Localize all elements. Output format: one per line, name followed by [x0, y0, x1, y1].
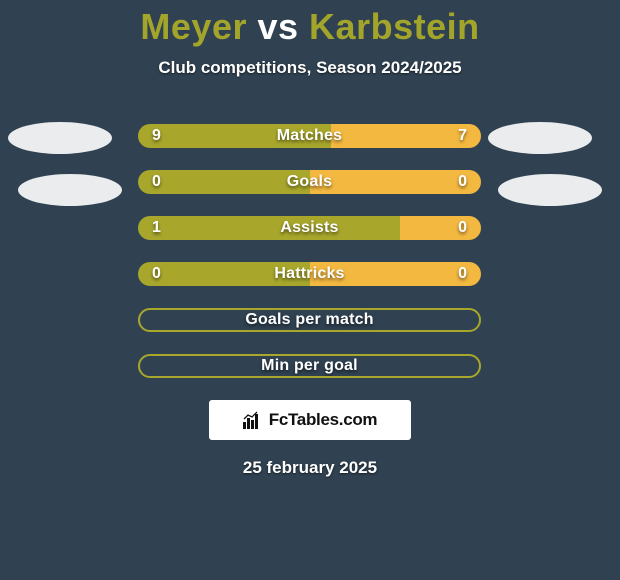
- stat-value-right: 0: [458, 170, 467, 194]
- stat-bar: Min per goal: [138, 354, 481, 378]
- stat-label: Matches: [138, 124, 481, 148]
- stat-value-left: 9: [152, 124, 161, 148]
- title-player1: Meyer: [140, 6, 247, 47]
- attribution-logo[interactable]: FcTables.com: [209, 400, 411, 440]
- stat-label: Goals per match: [140, 310, 479, 330]
- stat-label: Min per goal: [140, 356, 479, 376]
- stat-bar: Goals0 0: [138, 170, 481, 194]
- subtitle: Club competitions, Season 2024/2025: [158, 58, 461, 78]
- comparison-widget: Meyer vs Karbstein Club competitions, Se…: [0, 0, 620, 580]
- stat-label: Hattricks: [138, 262, 481, 286]
- stat-value-right: 7: [458, 124, 467, 148]
- logo-text: FcTables.com: [269, 410, 378, 430]
- date: 25 february 2025: [243, 458, 377, 478]
- stat-bar: Assists1 0: [138, 216, 481, 240]
- stat-row: Hattricks0 0: [0, 252, 620, 298]
- stat-label: Assists: [138, 216, 481, 240]
- bar-chart-icon: [243, 411, 263, 429]
- title-vs: vs: [257, 6, 298, 47]
- stat-value-left: 0: [152, 262, 161, 286]
- page-title: Meyer vs Karbstein: [140, 6, 479, 48]
- stat-bar: Goals per match: [138, 308, 481, 332]
- title-player2: Karbstein: [309, 6, 480, 47]
- stat-bar: Matches9 7: [138, 124, 481, 148]
- stat-value-right: 0: [458, 262, 467, 286]
- stat-value-right: 0: [458, 216, 467, 240]
- stat-row: Min per goal: [0, 344, 620, 390]
- stat-bar: Hattricks0 0: [138, 262, 481, 286]
- stats-area: Matches97Goals00Assists10Hattricks00Goal…: [0, 114, 620, 390]
- stat-value-left: 1: [152, 216, 161, 240]
- stat-label: Goals: [138, 170, 481, 194]
- stat-row: Matches9 7: [0, 114, 620, 160]
- stat-row: Goals0 0: [0, 160, 620, 206]
- stat-row: Goals per match: [0, 298, 620, 344]
- stat-row: Assists1 0: [0, 206, 620, 252]
- stat-value-left: 0: [152, 170, 161, 194]
